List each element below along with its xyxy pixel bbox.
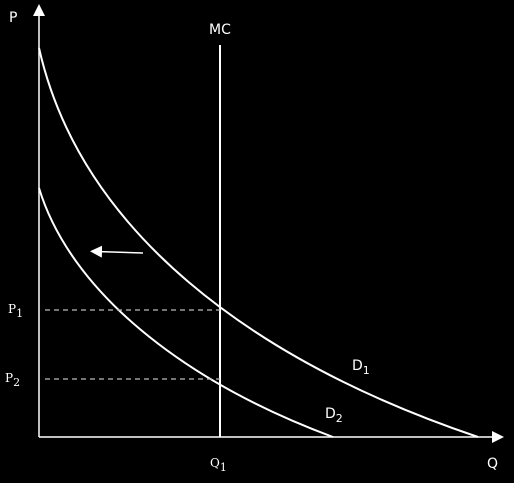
d1-main: D — [352, 358, 363, 374]
p1-label: P1 — [8, 302, 23, 320]
y-axis-label: P — [9, 10, 17, 26]
shift-arrow — [90, 245, 144, 258]
p2-main: P — [5, 371, 13, 385]
p1-sub: 1 — [16, 307, 23, 320]
d1-label: D1 — [352, 358, 370, 377]
x-axis-label: Q — [487, 456, 498, 472]
d2-sub: 2 — [336, 412, 343, 425]
d2-curve — [38, 187, 334, 438]
p2-sub: 2 — [13, 376, 20, 389]
q1-main: Q — [210, 456, 220, 470]
d1-curve — [38, 47, 479, 438]
q1-sub: 1 — [220, 461, 227, 474]
d2-main: D — [325, 406, 336, 422]
d1-sub: 1 — [363, 364, 370, 377]
d2-label: D2 — [325, 406, 343, 425]
p1-main: P — [8, 302, 16, 316]
p2-label: P2 — [5, 371, 20, 389]
mc-label: MC — [209, 22, 231, 38]
q1-label: Q1 — [210, 456, 227, 474]
